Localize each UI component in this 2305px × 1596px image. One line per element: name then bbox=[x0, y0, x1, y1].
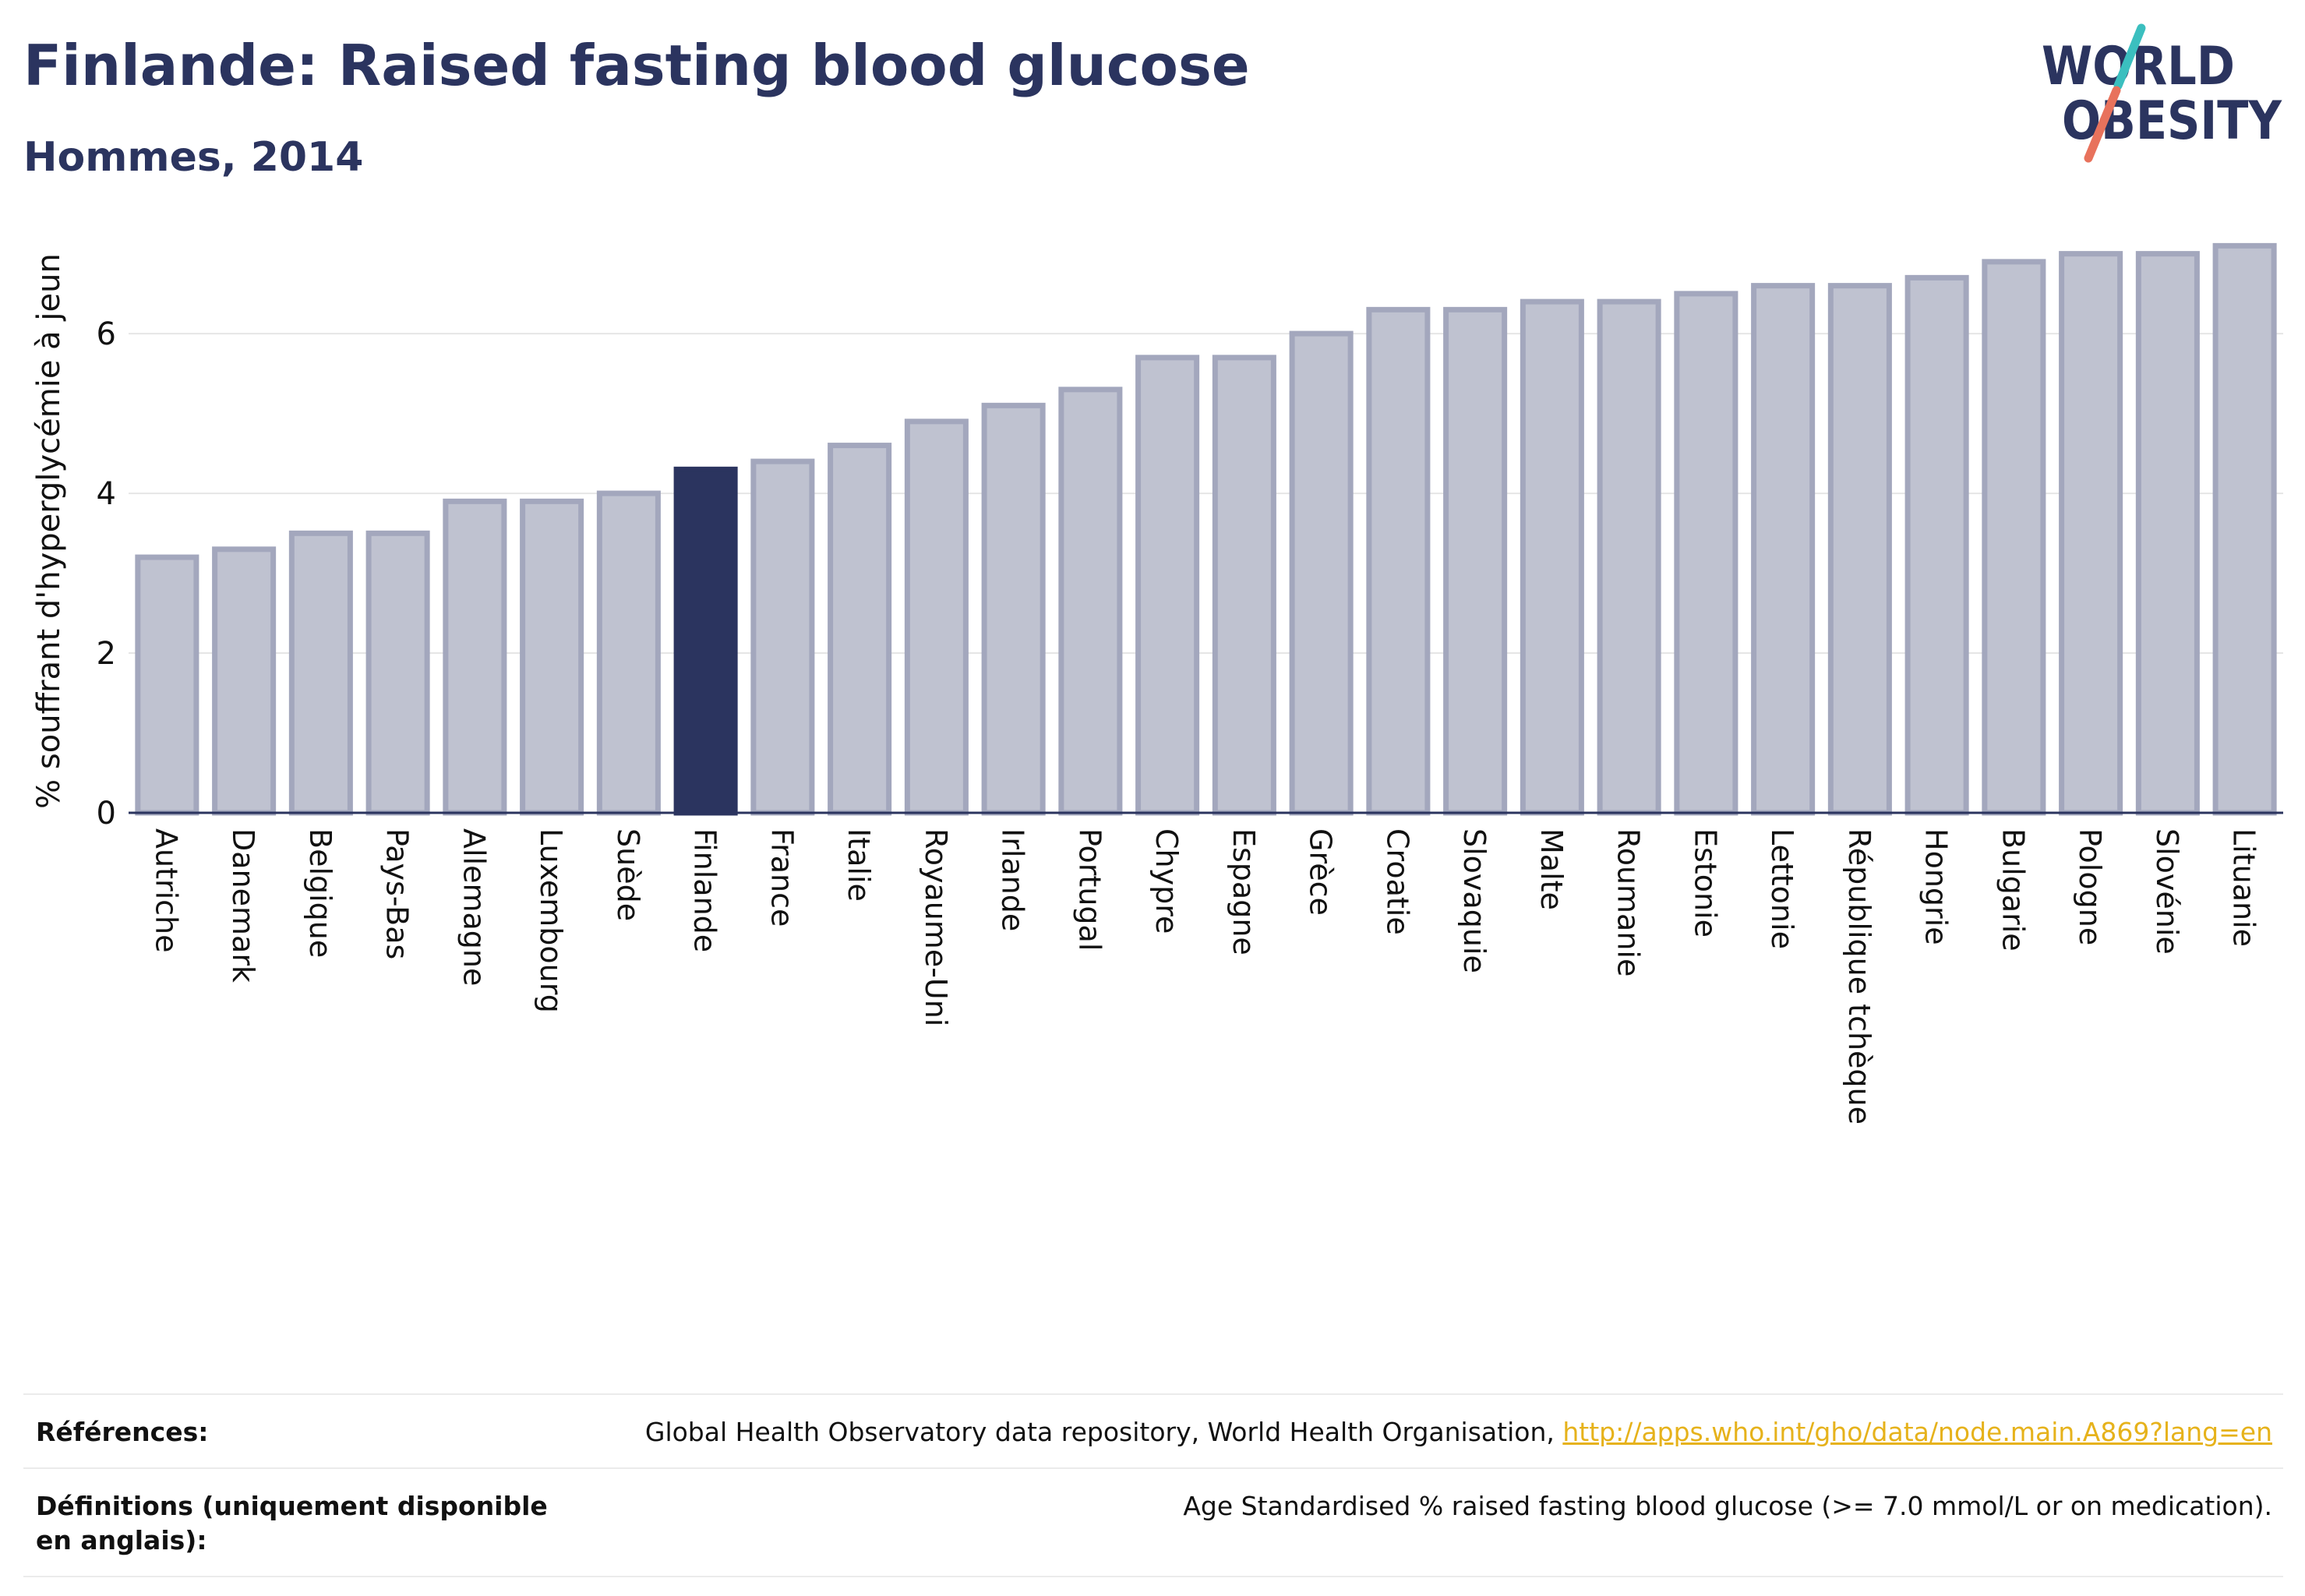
x-tick-label: Slovaquie bbox=[1457, 828, 1491, 973]
bar-27 bbox=[2135, 251, 2200, 816]
bar-6 bbox=[520, 498, 584, 816]
x-tick-labels: Autriche Danemark Belgique Pays-Bas Allemagn… bbox=[149, 828, 2261, 1125]
y-tick-label: 0 bbox=[97, 796, 116, 832]
bar-24 bbox=[1904, 274, 1969, 816]
definitions-label: Définitions (uniquement disponible en an… bbox=[36, 1490, 548, 1556]
bars bbox=[135, 242, 2277, 816]
y-tick-label: 4 bbox=[97, 476, 116, 512]
bar-1 bbox=[135, 554, 199, 816]
bar-20 bbox=[1597, 298, 1661, 816]
x-tick-label: Allemagne bbox=[457, 828, 491, 986]
x-tick-label: Portugal bbox=[1072, 828, 1107, 951]
bar-17 bbox=[1366, 306, 1431, 816]
x-tick-label: Suède bbox=[611, 828, 645, 921]
bar-21 bbox=[1674, 291, 1738, 816]
references-value: Global Health Observatory data repositor… bbox=[645, 1415, 2272, 1450]
bar-22 bbox=[1751, 283, 1816, 816]
x-tick-label: Danemark bbox=[226, 828, 260, 983]
references-text: Global Health Observatory data repositor… bbox=[644, 1417, 1563, 1447]
references-table: Références: Global Health Observatory da… bbox=[23, 1393, 2283, 1577]
x-tick-label: France bbox=[764, 828, 799, 927]
logo-slash-bottom bbox=[2084, 86, 2121, 163]
x-tick-label: Chypre bbox=[1149, 828, 1184, 934]
x-tick-label: Roumanie bbox=[1611, 828, 1646, 976]
logo-slash-top bbox=[2113, 23, 2146, 90]
bar-26 bbox=[2059, 251, 2123, 816]
x-tick-label: Lituanie bbox=[2227, 828, 2261, 947]
x-tick-label: Espagne bbox=[1227, 828, 1261, 955]
x-tick-label: Malte bbox=[1534, 828, 1569, 910]
references-row: Références: Global Health Observatory da… bbox=[23, 1395, 2283, 1469]
x-tick-label: Hongrie bbox=[1919, 828, 1954, 945]
x-tick-label: Lettonie bbox=[1765, 828, 1799, 949]
bar-16 bbox=[1289, 330, 1354, 816]
y-tick-labels: 0 2 4 6 bbox=[97, 316, 116, 832]
bar-19 bbox=[1520, 298, 1584, 816]
bar-10 bbox=[828, 443, 892, 816]
bar-5 bbox=[443, 498, 507, 816]
bar-7 bbox=[596, 490, 661, 816]
y-tick-label: 6 bbox=[97, 316, 116, 352]
x-tick-label: Pologne bbox=[2073, 828, 2107, 945]
x-tick-label: Luxembourg bbox=[534, 828, 568, 1013]
x-tick-label: Bulgarie bbox=[1996, 828, 2030, 952]
x-tick-label: Grèce bbox=[1304, 828, 1338, 916]
bar-chart: 0 2 4 6 Autriche Danemark Belgique Pays-Bas All… bbox=[31, 242, 2283, 1125]
world-obesity-logo: WORLD OBESITY bbox=[2042, 23, 2282, 163]
bar-12 bbox=[981, 402, 1046, 816]
bar-13 bbox=[1058, 387, 1123, 816]
bar-28 bbox=[2212, 242, 2277, 816]
x-tick-label: Belgique bbox=[303, 828, 337, 958]
bar-highlight-8 bbox=[673, 466, 738, 816]
x-tick-label: Slovénie bbox=[2150, 828, 2184, 955]
y-tick-label: 2 bbox=[97, 636, 116, 672]
definitions-row: Définitions (uniquement disponible en an… bbox=[23, 1469, 2283, 1577]
references-label: Références: bbox=[36, 1417, 209, 1447]
chart-subtitle: Hommes, 2014 bbox=[23, 134, 364, 181]
x-tick-label: Autriche bbox=[149, 828, 183, 953]
x-tick-label: Croatie bbox=[1380, 828, 1414, 935]
x-tick-label: Royaume-Uni bbox=[919, 828, 953, 1026]
bar-15 bbox=[1212, 355, 1276, 816]
references-link[interactable]: http://apps.who.int/gho/data/node.main.A… bbox=[1562, 1417, 2272, 1447]
x-tick-label: Pays-Bas bbox=[380, 828, 415, 959]
bar-9 bbox=[750, 458, 815, 816]
chart-title: Finlande: Raised fasting blood glucose bbox=[23, 33, 1250, 98]
definitions-value: Age Standardised % raised fasting blood … bbox=[1183, 1490, 2272, 1521]
bar-25 bbox=[1982, 259, 2046, 816]
y-axis-label: % souffrant d'hyperglycémie à jeun bbox=[31, 253, 67, 809]
x-tick-label: Irlande bbox=[996, 828, 1030, 931]
x-tick-label: Finlande bbox=[688, 828, 722, 952]
bar-2 bbox=[212, 546, 277, 816]
bar-14 bbox=[1135, 355, 1200, 816]
x-tick-label: Italie bbox=[842, 828, 876, 902]
x-tick-label: Estonie bbox=[1688, 828, 1722, 937]
x-tick-label: République tchèque bbox=[1842, 828, 1876, 1125]
bar-4 bbox=[365, 530, 430, 816]
bar-23 bbox=[1827, 283, 1892, 816]
bar-11 bbox=[904, 418, 969, 816]
bar-18 bbox=[1443, 306, 1508, 816]
bar-3 bbox=[288, 530, 353, 816]
